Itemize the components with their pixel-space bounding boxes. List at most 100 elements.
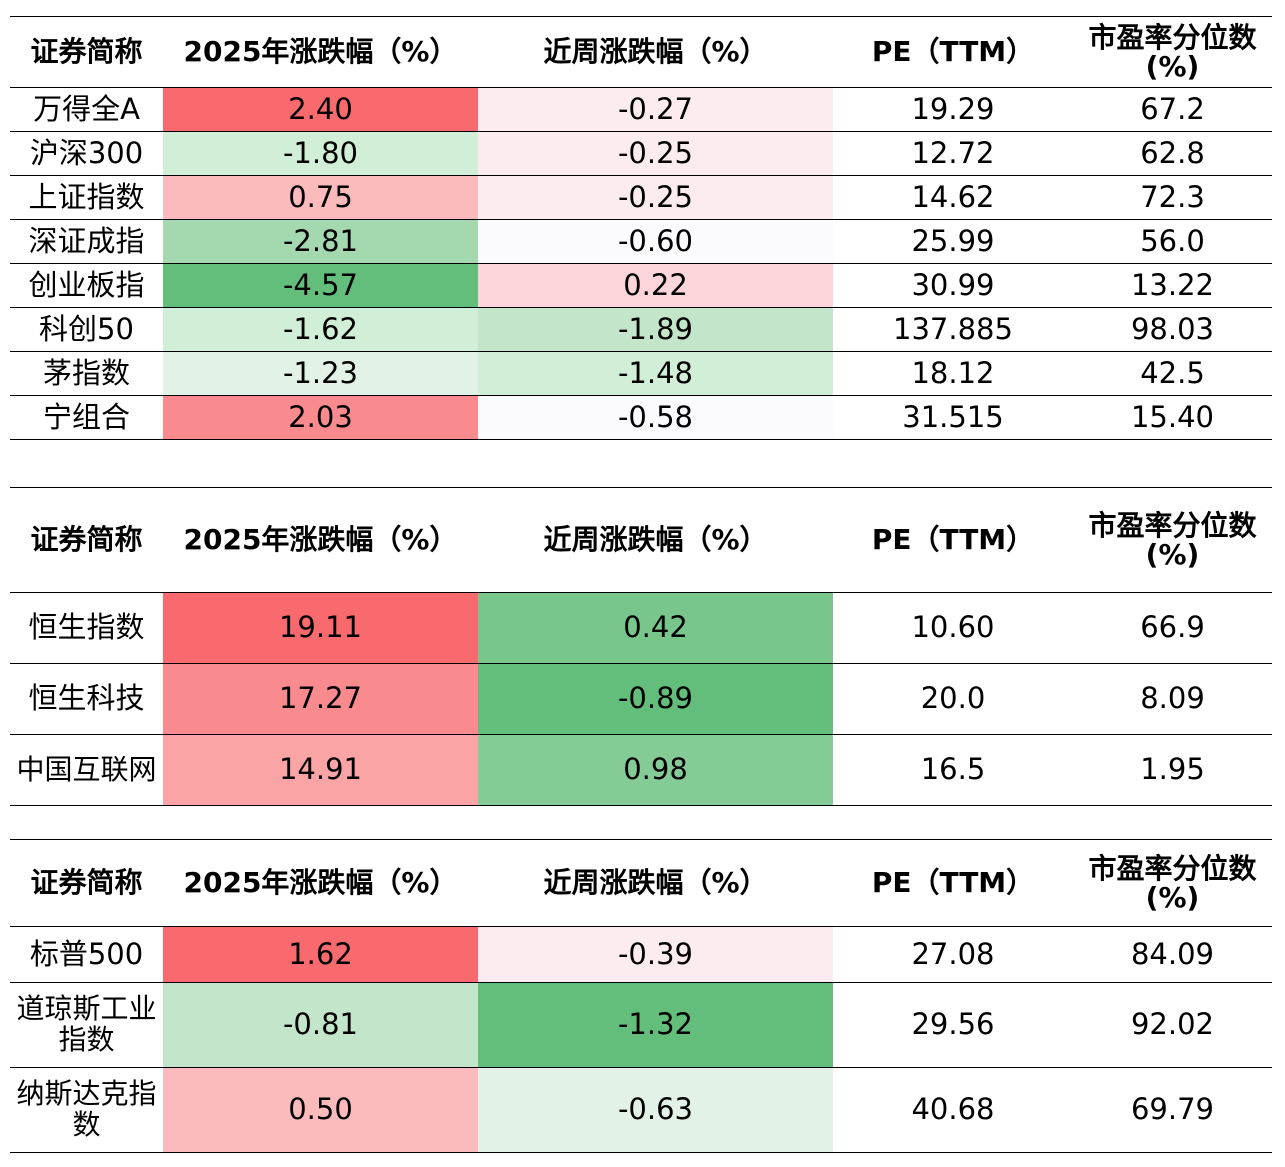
ytd-change: -2.81	[163, 220, 478, 263]
week-change: -0.89	[478, 664, 833, 734]
header-pe-percentile: 市盈率分位数 (%)	[1073, 508, 1272, 571]
pe-percentile: 1.95	[1140, 752, 1205, 787]
table-header: 证券简称 2025年涨跌幅（%） 近周涨跌幅（%） PE（TTM） 市盈率分位数…	[10, 17, 1272, 88]
week-change: -1.48	[478, 352, 833, 395]
security-name: 恒生科技	[28, 681, 145, 716]
ytd-change: -1.23	[163, 352, 478, 395]
ytd-change: 1.62	[163, 927, 478, 982]
security-name: 上证指数	[28, 179, 145, 214]
week-change: -0.25	[478, 176, 833, 219]
pe-ttm: 31.515	[902, 399, 1004, 434]
ytd-change: -1.62	[163, 308, 478, 351]
header-pe-percentile-line2: (%)	[1145, 881, 1200, 914]
table-row: 标普500 1.62 -0.39 27.08 84.09	[10, 927, 1272, 983]
header-week: 近周涨跌幅（%）	[543, 34, 768, 68]
header-name: 证券简称	[30, 522, 143, 556]
pe-percentile: 98.03	[1130, 311, 1215, 346]
pe-ttm: 12.72	[911, 135, 995, 170]
pe-percentile: 69.79	[1130, 1092, 1215, 1127]
week-change: 0.98	[478, 735, 833, 805]
pe-ttm: 27.08	[911, 936, 995, 971]
table-body: 标普500 1.62 -0.39 27.08 84.09 道琼斯工业指数 -0.…	[10, 927, 1272, 1152]
header-pe-percentile-line2: (%)	[1145, 50, 1200, 83]
header-pe: PE（TTM）	[871, 34, 1035, 68]
table-row: 中国互联网 14.91 0.98 16.5 1.95	[10, 735, 1272, 805]
week-change: -0.39	[478, 927, 833, 982]
week-change: -1.32	[478, 983, 833, 1067]
security-name: 深证成指	[28, 223, 145, 258]
header-name: 证券简称	[30, 865, 143, 899]
week-change: -1.89	[478, 308, 833, 351]
ytd-change: -0.81	[163, 983, 478, 1067]
pe-ttm: 18.12	[911, 355, 995, 390]
pe-ttm: 16.5	[920, 752, 986, 787]
week-change: -0.60	[478, 220, 833, 263]
pe-percentile: 72.3	[1140, 179, 1205, 214]
security-name: 沪深300	[29, 135, 144, 170]
hk-table: 证券简称 2025年涨跌幅（%） 近周涨跌幅（%） PE（TTM） 市盈率分位数…	[10, 487, 1272, 806]
pe-percentile: 92.02	[1130, 1007, 1215, 1042]
pe-ttm: 137.885	[893, 311, 1013, 346]
table-header: 证券简称 2025年涨跌幅（%） 近周涨跌幅（%） PE（TTM） 市盈率分位数…	[10, 488, 1272, 593]
table-row: 上证指数 0.75 -0.25 14.62 72.3	[10, 176, 1272, 220]
table-row: 科创50 -1.62 -1.89 137.885 98.03	[10, 308, 1272, 352]
ytd-change: 0.50	[163, 1068, 478, 1152]
ytd-change: 17.27	[163, 664, 478, 734]
security-name: 万得全A	[33, 91, 140, 126]
header-pe-percentile: 市盈率分位数 (%)	[1073, 851, 1272, 914]
table-row: 恒生科技 17.27 -0.89 20.0 8.09	[10, 664, 1272, 735]
security-name: 纳斯达克指数	[16, 1077, 157, 1141]
pe-percentile: 67.2	[1140, 91, 1205, 126]
pe-percentile: 13.22	[1130, 267, 1215, 302]
ytd-change: -4.57	[163, 264, 478, 307]
week-change: -0.63	[478, 1068, 833, 1152]
ytd-change: 2.03	[163, 396, 478, 439]
table-row: 沪深300 -1.80 -0.25 12.72 62.8	[10, 132, 1272, 176]
table-row: 纳斯达克指数 0.50 -0.63 40.68 69.79	[10, 1068, 1272, 1152]
table-row: 宁组合 2.03 -0.58 31.515 15.40	[10, 396, 1272, 439]
header-ytd: 2025年涨跌幅（%）	[183, 34, 458, 68]
security-name: 标普500	[29, 936, 144, 971]
header-pe-percentile-line2: (%)	[1145, 538, 1200, 571]
pe-percentile: 62.8	[1140, 135, 1205, 170]
security-name: 中国互联网	[16, 752, 157, 786]
table-row: 万得全A 2.40 -0.27 19.29 67.2	[10, 88, 1272, 132]
table-row: 道琼斯工业指数 -0.81 -1.32 29.56 92.02	[10, 983, 1272, 1068]
security-name: 宁组合	[42, 399, 130, 434]
security-name: 创业板指	[28, 267, 145, 302]
pe-percentile: 84.09	[1130, 936, 1215, 971]
pe-ttm: 40.68	[911, 1092, 995, 1127]
pe-ttm: 29.56	[911, 1007, 995, 1042]
week-change: -0.58	[478, 396, 833, 439]
header-pe-percentile: 市盈率分位数 (%)	[1073, 20, 1272, 83]
header-week: 近周涨跌幅（%）	[543, 865, 768, 899]
header-ytd: 2025年涨跌幅（%）	[183, 865, 458, 899]
ytd-change: 0.75	[163, 176, 478, 219]
pe-ttm: 30.99	[911, 267, 995, 302]
table-row: 茅指数 -1.23 -1.48 18.12 42.5	[10, 352, 1272, 396]
week-change: -0.27	[478, 88, 833, 131]
pe-percentile: 42.5	[1140, 355, 1205, 390]
security-name: 茅指数	[42, 355, 130, 390]
pe-ttm: 25.99	[911, 223, 995, 258]
pe-ttm: 20.0	[920, 681, 986, 716]
pe-ttm: 14.62	[911, 179, 995, 214]
ytd-change: 19.11	[163, 593, 478, 663]
header-pe: PE（TTM）	[871, 865, 1035, 899]
pe-percentile: 66.9	[1140, 610, 1205, 645]
pe-percentile: 56.0	[1140, 223, 1205, 258]
pe-ttm: 10.60	[911, 610, 995, 645]
security-name: 科创50	[39, 311, 134, 346]
header-pe-percentile-line1: 市盈率分位数	[1088, 20, 1257, 54]
header-pe-percentile-line1: 市盈率分位数	[1088, 508, 1257, 542]
table-body: 恒生指数 19.11 0.42 10.60 66.9 恒生科技 17.27 -0…	[10, 593, 1272, 805]
pe-percentile: 15.40	[1130, 399, 1215, 434]
header-pe-percentile-line1: 市盈率分位数	[1088, 851, 1257, 885]
ytd-change: -1.80	[163, 132, 478, 175]
header-name: 证券简称	[30, 34, 143, 68]
week-change: 0.22	[478, 264, 833, 307]
week-change: -0.25	[478, 132, 833, 175]
security-name: 恒生指数	[28, 610, 145, 645]
security-name: 道琼斯工业指数	[16, 992, 157, 1056]
header-pe: PE（TTM）	[871, 522, 1035, 556]
